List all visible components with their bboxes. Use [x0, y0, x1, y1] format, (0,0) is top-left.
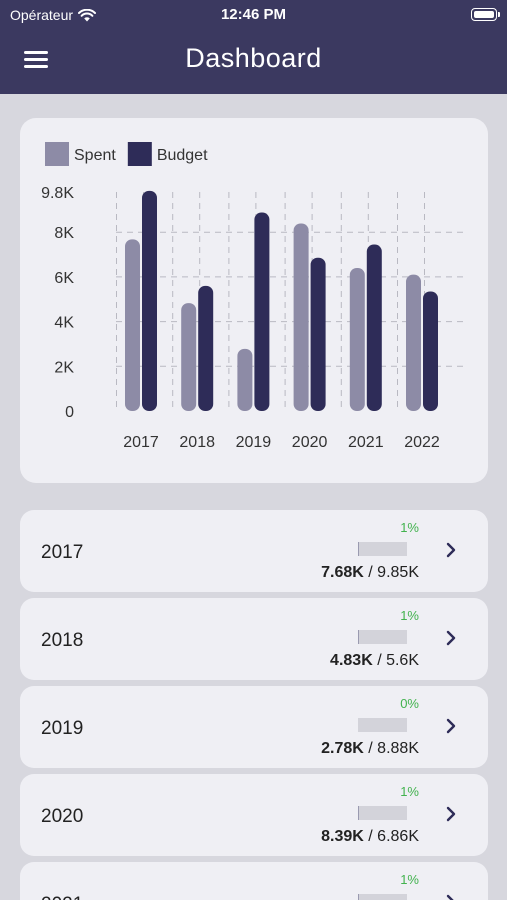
row-year: 2020	[41, 806, 84, 827]
bar-spent-2018	[181, 303, 197, 411]
page-title: Dashboard	[185, 43, 322, 73]
carrier-label: Opérateur	[10, 7, 74, 23]
chevron-right-icon[interactable]	[444, 806, 458, 822]
y-tick-label: 0	[65, 404, 74, 421]
row-progress-bar	[358, 542, 407, 556]
year-row-2020[interactable]: 2020 1% 8.39K / 6.86K	[20, 774, 488, 856]
row-spent: 8.39K	[321, 828, 364, 845]
chevron-right-icon[interactable]	[444, 542, 458, 558]
legend-label: Spent	[74, 147, 116, 164]
row-year: 2019	[41, 718, 84, 739]
wifi-icon	[78, 8, 97, 21]
row-progress-bar	[358, 718, 407, 732]
row-year: 2018	[41, 630, 84, 651]
chart-card: 0 2K 4K 6K 8K 9.8K 2017 2018 2019 2020 2021 2022 Spe…	[20, 118, 488, 483]
row-spent: 4.83K	[330, 652, 373, 669]
row-amount: 4.83K / 5.6K	[330, 652, 419, 670]
row-spent: 2.78K	[321, 740, 364, 757]
row-budget: / 5.6K	[372, 652, 419, 669]
legend-label: Budget	[157, 147, 208, 164]
year-row-2019[interactable]: 2019 0% 2.78K / 8.88K	[20, 686, 488, 768]
row-year: 2021	[41, 894, 83, 900]
row-spent: 7.68K	[321, 564, 364, 581]
x-tick-label: 2018	[179, 434, 215, 451]
carrier: Opérateur	[10, 7, 97, 23]
x-tick-label: 2017	[123, 434, 159, 451]
bar-budget-2017	[142, 190, 157, 411]
row-percent: 1%	[400, 520, 419, 535]
bar-budget-2019	[254, 212, 270, 411]
y-tick-label: 9.8K	[41, 185, 74, 202]
y-tick-label: 6K	[54, 270, 74, 287]
year-row-2018[interactable]: 2018 1% 4.83K / 5.6K	[20, 598, 488, 680]
battery-icon	[471, 8, 500, 21]
clock: 12:46 PM	[220, 6, 287, 23]
row-amount: 2.78K / 8.88K	[321, 740, 419, 758]
y-tick-label: 2K	[54, 359, 74, 376]
bar-budget-2018	[198, 285, 214, 411]
chevron-right-icon[interactable]	[444, 894, 458, 900]
status-bar: Opérateur 12:46 PM	[0, 0, 507, 30]
row-percent: 0%	[400, 696, 419, 711]
y-tick-label: 4K	[54, 315, 74, 332]
row-percent: 1%	[400, 872, 419, 887]
bar-spent-2020	[293, 223, 309, 411]
bar-chart: 0 2K 4K 6K 8K 9.8K 2017 2018 2019 2020 2021 2022 Spe…	[41, 142, 463, 451]
y-tick-label: 8K	[54, 225, 74, 242]
x-tick-label: 2020	[292, 434, 328, 451]
chevron-right-icon[interactable]	[444, 718, 458, 734]
year-row-2021[interactable]: 2021 1%	[20, 862, 488, 900]
legend-swatch-budget	[127, 142, 152, 166]
row-budget: / 9.85K	[363, 564, 419, 581]
legend-swatch-spent	[45, 142, 69, 166]
row-year: 2017	[41, 542, 84, 563]
top-bar: Opérateur 12:46 PM Dashboard	[0, 0, 507, 94]
x-tick-label: 2021	[348, 434, 384, 451]
row-percent: 1%	[400, 784, 419, 799]
row-budget: / 6.86K	[363, 828, 419, 845]
menu-icon[interactable]	[24, 51, 48, 69]
bar-spent-2017	[125, 239, 140, 411]
bar-budget-2022	[423, 291, 438, 411]
x-tick-label: 2019	[236, 434, 272, 451]
row-progress-bar	[358, 630, 407, 644]
row-budget: / 8.88K	[363, 740, 419, 757]
row-amount: 7.68K / 9.85K	[321, 564, 419, 582]
row-percent: 1%	[400, 608, 419, 623]
bar-spent-2021	[349, 267, 365, 411]
bar-spent-2019	[237, 348, 253, 411]
chevron-right-icon[interactable]	[444, 630, 458, 646]
bar-budget-2020	[310, 257, 326, 411]
row-progress-bar	[358, 894, 407, 900]
year-row-2017[interactable]: 2017 1% 7.68K / 9.85K	[20, 510, 488, 592]
row-progress-bar	[358, 806, 407, 820]
bar-budget-2021	[366, 244, 382, 411]
x-tick-label: 2022	[404, 434, 440, 451]
bar-spent-2022	[406, 274, 421, 411]
row-amount: 8.39K / 6.86K	[321, 828, 419, 846]
